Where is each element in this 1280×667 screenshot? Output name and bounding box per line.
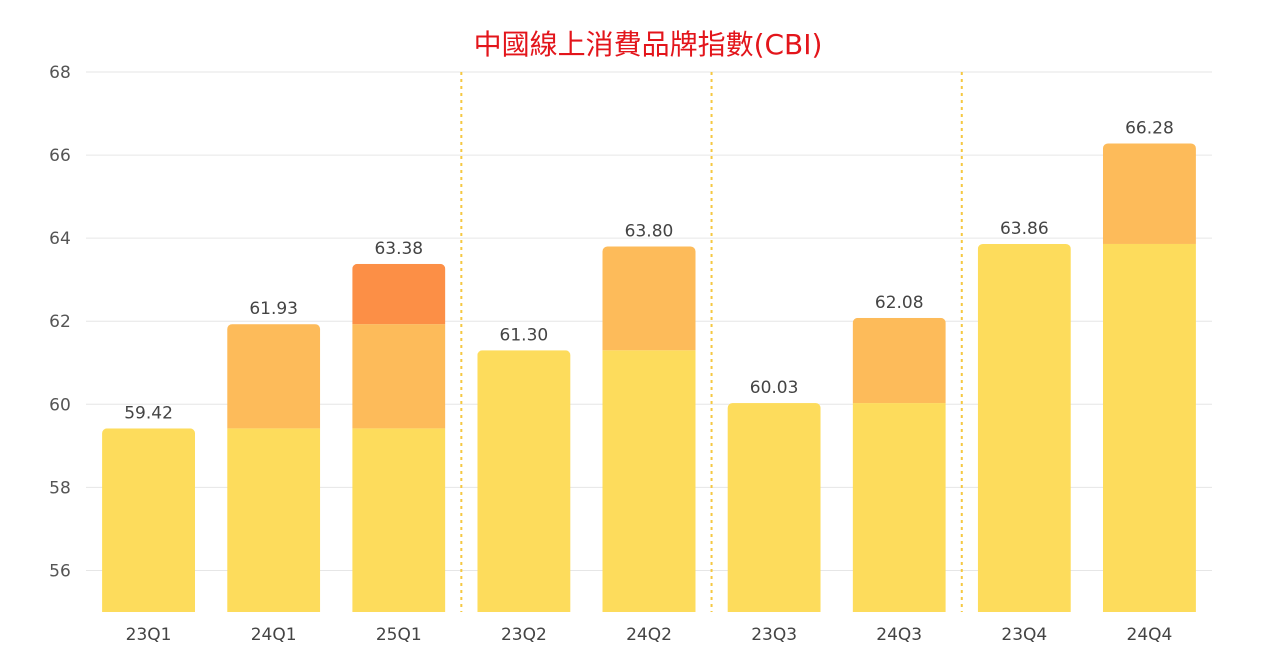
value-label: 61.93	[249, 299, 298, 319]
bar-segment	[1102, 143, 1196, 244]
bar-24Q3	[852, 317, 946, 612]
bar-23Q4	[977, 243, 1071, 612]
y-tick-label: 66	[49, 146, 71, 166]
bar-23Q3	[727, 403, 821, 612]
bar-segment	[352, 324, 446, 429]
x-tick-label: 23Q2	[501, 625, 547, 645]
bar-segment	[227, 324, 321, 429]
bar-23Q2	[477, 350, 571, 612]
bars	[102, 143, 1196, 612]
bar-25Q1	[352, 263, 446, 612]
bar-segment	[727, 403, 821, 612]
bar-24Q4	[1102, 143, 1196, 612]
bar-segment	[977, 243, 1071, 612]
value-label: 59.42	[124, 403, 173, 423]
y-axis-ticks: 56 58 60 62 64 66 68	[49, 63, 71, 581]
value-label: 63.86	[1000, 219, 1049, 239]
x-tick-label: 24Q4	[1127, 625, 1173, 645]
chart-title: 中國線上消費品牌指數(CBI)	[474, 28, 823, 61]
bar-24Q1	[227, 324, 321, 612]
bar-23Q1	[102, 428, 196, 612]
x-tick-label: 23Q4	[1001, 625, 1047, 645]
y-tick-label: 56	[49, 561, 71, 581]
bar-segment	[477, 350, 571, 612]
x-tick-label: 23Q1	[126, 625, 172, 645]
y-tick-label: 68	[49, 63, 71, 83]
value-labels: 59.42 61.93 63.38 61.30 63.80 60.03 62.08 63.86…	[124, 118, 1174, 423]
bar-segment	[227, 428, 321, 612]
bar-segment	[602, 246, 696, 351]
bar-segment	[1102, 243, 1196, 612]
bar-segment	[352, 263, 446, 325]
x-tick-label: 24Q3	[876, 625, 922, 645]
x-tick-label: 24Q2	[626, 625, 672, 645]
bar-24Q2	[602, 246, 696, 612]
value-label: 61.30	[500, 325, 549, 345]
x-tick-label: 23Q3	[751, 625, 797, 645]
bar-segment	[352, 428, 446, 612]
y-tick-label: 58	[49, 478, 71, 498]
bar-segment	[602, 350, 696, 612]
value-label: 66.28	[1125, 118, 1174, 138]
x-axis-ticks: 23Q1 24Q1 25Q1 23Q2 24Q2 23Q3 24Q3 23Q4 24Q4	[126, 625, 1173, 645]
value-label: 63.38	[374, 239, 423, 259]
group-separators	[460, 72, 963, 612]
bar-segment	[102, 428, 196, 612]
x-tick-label: 24Q1	[251, 625, 297, 645]
y-tick-label: 64	[49, 229, 71, 249]
value-label: 62.08	[875, 293, 924, 313]
bar-segment	[852, 317, 946, 404]
y-tick-label: 62	[49, 312, 71, 332]
value-label: 63.80	[625, 221, 674, 241]
x-tick-label: 25Q1	[376, 625, 422, 645]
y-tick-label: 60	[49, 395, 71, 415]
value-label: 60.03	[750, 378, 799, 398]
bar-segment	[852, 403, 946, 612]
